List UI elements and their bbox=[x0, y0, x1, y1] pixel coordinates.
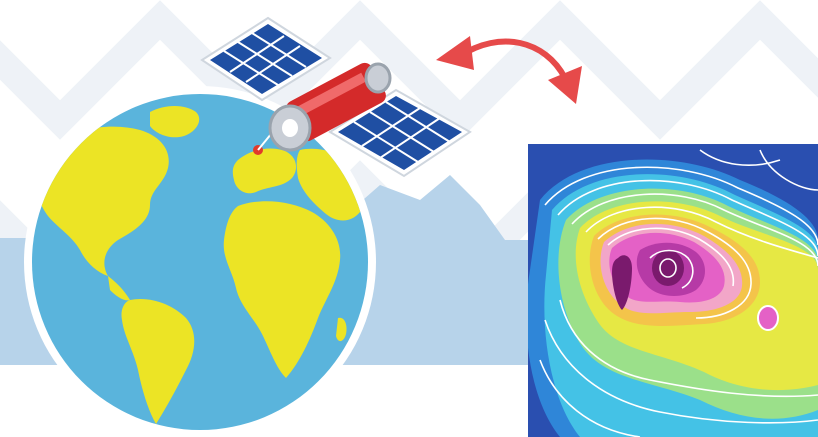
contour-peak-small bbox=[757, 305, 779, 331]
continent-africa bbox=[223, 201, 341, 378]
contour-band-9 bbox=[652, 250, 684, 286]
solar-panel-left bbox=[200, 16, 332, 102]
continent-north-america bbox=[35, 126, 169, 276]
continent-greenland bbox=[150, 106, 200, 138]
contour-band-9-ridge bbox=[612, 255, 632, 310]
two-way-arrow-icon bbox=[436, 36, 582, 104]
globe bbox=[24, 86, 376, 437]
satellite-body bbox=[268, 62, 392, 152]
globe-continents bbox=[35, 106, 366, 424]
contour-map bbox=[528, 144, 818, 437]
continent-south-america bbox=[121, 298, 195, 424]
satellite-icon bbox=[200, 16, 472, 178]
continent-europe bbox=[232, 148, 297, 194]
solar-panel-right bbox=[328, 88, 472, 178]
island-madagascar bbox=[336, 317, 347, 342]
contour-lines bbox=[539, 149, 818, 437]
continent-central-america bbox=[108, 276, 130, 301]
